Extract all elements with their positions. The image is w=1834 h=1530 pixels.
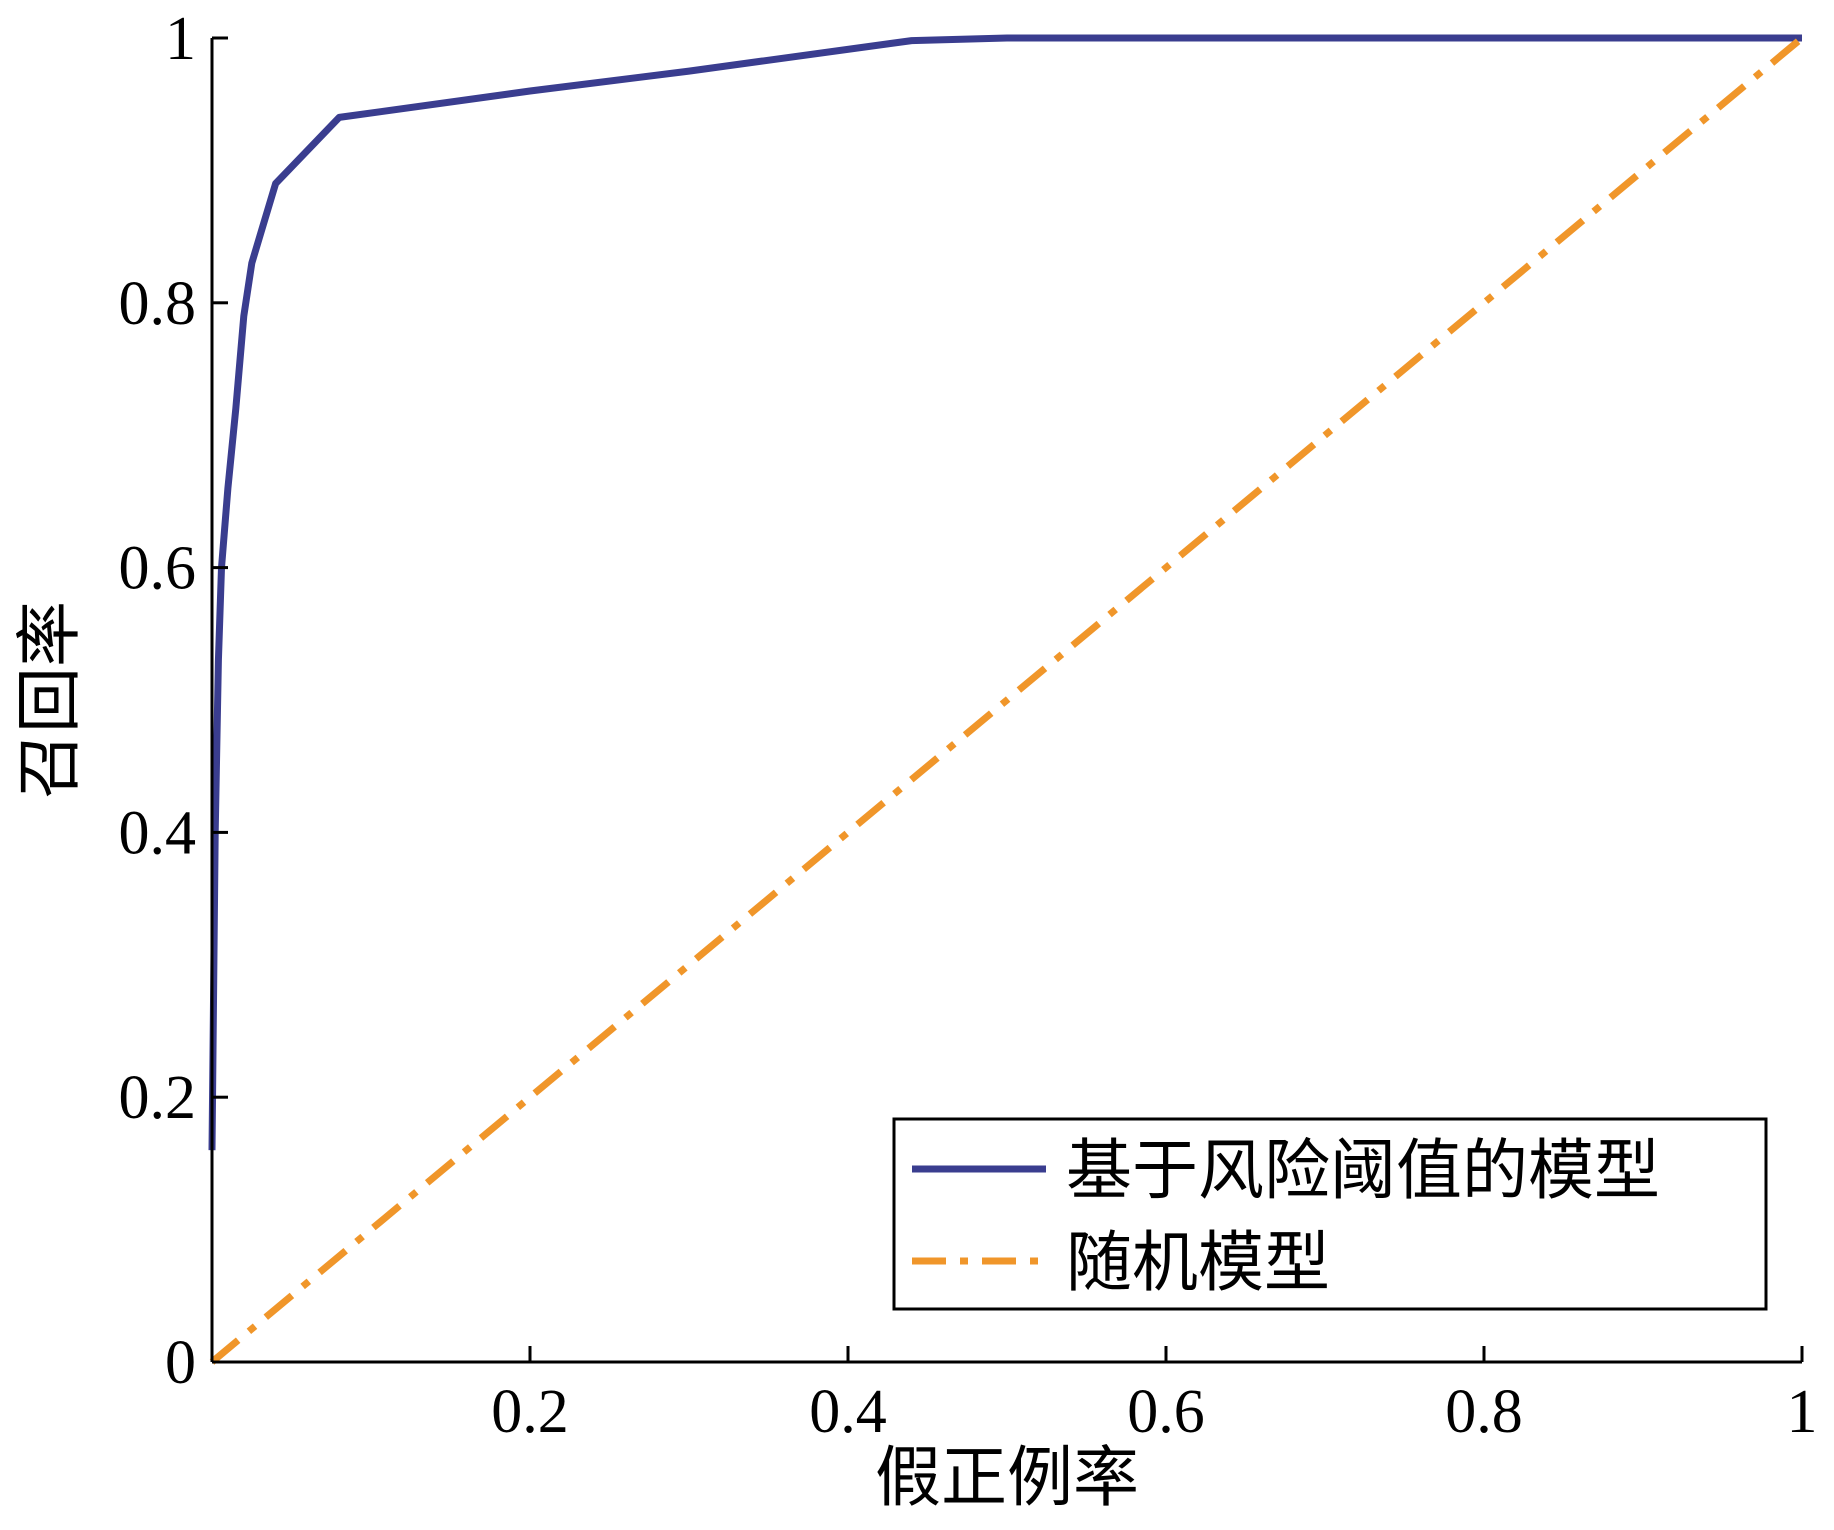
series-line-0 <box>208 34 1802 1151</box>
y-tick-label: 1 <box>165 5 196 73</box>
legend-label-risk-model: 基于风险阈值的模型 <box>1066 1132 1660 1209</box>
y-tick-label: 0.8 <box>119 270 197 338</box>
x-tick-label: 0.6 <box>1127 1378 1205 1446</box>
y-axis-title: 召回率 <box>11 601 88 799</box>
legend: 基于风险阈值的模型 随机模型 <box>892 1117 1768 1311</box>
y-tick-label: 0.2 <box>119 1064 197 1132</box>
y-tick-label: 0 <box>165 1329 196 1397</box>
y-tick-label: 0.6 <box>119 535 197 603</box>
legend-box <box>892 1117 1768 1311</box>
x-axis-title: 假正例率 <box>875 1439 1139 1516</box>
x-tick-label: 0.2 <box>491 1378 569 1446</box>
tick-group: 0.2 0.4 0.6 0.8 1 0 0.2 0.4 0.6 0.8 1 <box>119 5 1818 1446</box>
axes <box>210 38 1802 1364</box>
plot-area <box>208 34 1805 1365</box>
x-tick-label: 0.4 <box>809 1378 887 1446</box>
y-tick-label: 0.4 <box>119 799 197 867</box>
x-tick-label: 0.8 <box>1445 1378 1523 1446</box>
series-line-1 <box>209 35 1805 1365</box>
legend-label-random-model: 随机模型 <box>1066 1224 1330 1301</box>
x-tick-label: 1 <box>1787 1378 1818 1446</box>
